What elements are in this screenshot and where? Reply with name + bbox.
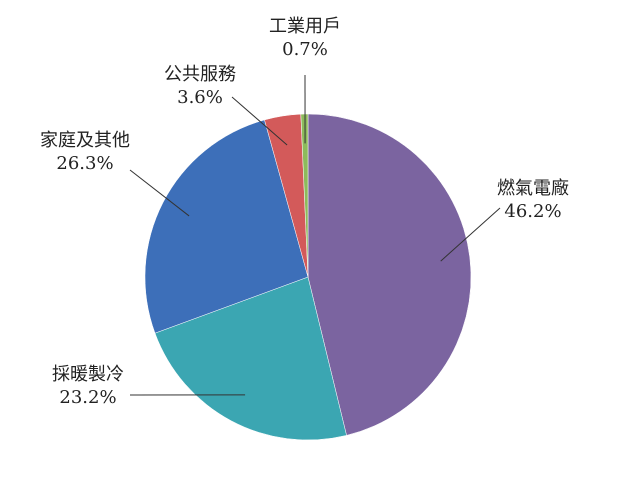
value-label: 26.3% bbox=[56, 153, 113, 174]
pie-slice bbox=[154, 276, 347, 441]
pie-slice bbox=[300, 113, 309, 278]
value-label: 46.2% bbox=[504, 201, 561, 222]
value-label: 23.2% bbox=[59, 387, 116, 408]
slice-label: 公共服務 bbox=[164, 64, 236, 85]
value-label: 3.6% bbox=[177, 87, 223, 108]
leader-line bbox=[129, 169, 190, 217]
pie-slice bbox=[307, 113, 472, 436]
leader-line bbox=[231, 96, 288, 146]
value-label: 0.7% bbox=[282, 39, 328, 60]
slice-label: 工業用戶 bbox=[269, 16, 341, 37]
slice-label: 家庭及其他 bbox=[40, 130, 130, 151]
leader-line bbox=[440, 207, 501, 262]
slice-label: 燃氣電廠 bbox=[497, 177, 569, 199]
pie-slice bbox=[144, 119, 309, 334]
slice-label: 採暖製冷 bbox=[52, 364, 124, 385]
